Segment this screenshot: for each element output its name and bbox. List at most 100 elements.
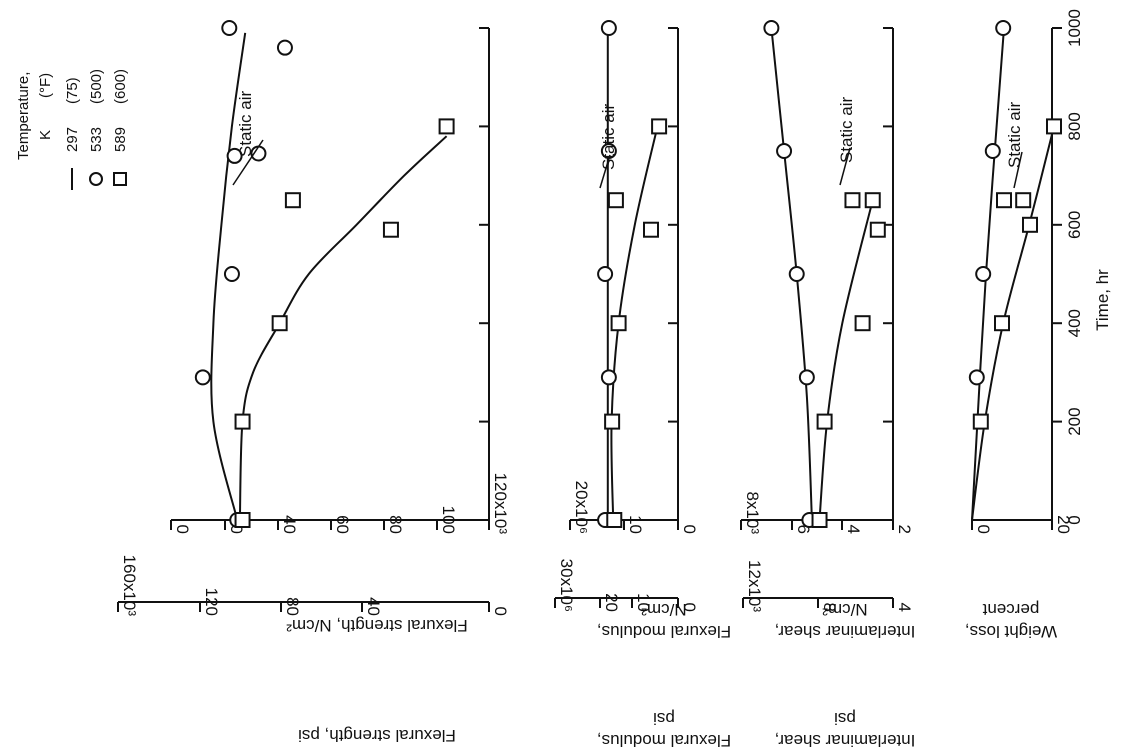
modulus-psi-tick-label-2: 10 xyxy=(634,593,653,612)
strength-value-tick-label-3: 60 xyxy=(333,515,352,534)
shear-square-point-1 xyxy=(816,413,833,430)
weight-square-point-2 xyxy=(1022,216,1038,233)
shear-psi-label-2: psi xyxy=(834,709,856,728)
modulus-psi-tick-label-0: 30x10⁶ xyxy=(557,559,576,612)
modulus-annotation: Static air xyxy=(599,104,618,170)
time-tick-label-1: 200 xyxy=(1065,407,1084,435)
strength-psi-tick-label-2: 80 xyxy=(283,597,302,616)
weight-annotation: Static air xyxy=(1005,102,1024,168)
modulus-square-point-5 xyxy=(651,118,668,135)
modulus-square-point-1 xyxy=(604,413,621,430)
legend: Temperature, K (°F) 297 (75) 533 (500) 5… xyxy=(15,69,129,190)
strength-circle-point-3 xyxy=(226,147,243,164)
legend-square-marker xyxy=(113,172,127,186)
strength-curve-0 xyxy=(210,32,247,521)
strength-psi-tick-label-3: 40 xyxy=(364,597,383,616)
strength-value-tick-label-6: 0 xyxy=(173,525,192,534)
shear-annotation-leader xyxy=(839,147,851,186)
shear-square-point-4 xyxy=(864,192,881,209)
strength-psi-tick-label-4: 0 xyxy=(491,607,510,616)
weight-circle-point-2 xyxy=(984,143,1001,159)
strength-square-point-5 xyxy=(438,118,455,135)
weight-square-point-4 xyxy=(1015,192,1032,209)
strength-circle-point-2 xyxy=(223,266,240,282)
modulus-psi-label-1: Flexural modulus, xyxy=(597,731,731,749)
modulus-psi-tick-label-3: 0 xyxy=(680,603,699,612)
strength-square-point-4 xyxy=(284,192,301,209)
primary-axis-labels: Flexural strength, N/cm² Flexural modulu… xyxy=(286,600,1057,641)
strength-annotation: Static air xyxy=(236,91,255,157)
shear-circle-point-2 xyxy=(788,266,805,282)
strength-curve-1 xyxy=(238,135,448,521)
strength-value-tick-label-2: 80 xyxy=(386,515,405,534)
weight-square-point-1 xyxy=(994,315,1010,332)
legend-circle-marker xyxy=(89,172,103,186)
legend-entry-k-2: 589 xyxy=(112,127,129,152)
shear-value-tick-label-1: 6 xyxy=(794,525,813,534)
shear-value-tick-label-0: 8x10³ xyxy=(743,491,762,534)
modulus-circle-point-2 xyxy=(597,266,614,282)
strength-square-point-0 xyxy=(234,512,251,528)
strength-value-tick-label-1: 100 xyxy=(439,506,458,534)
shear-si-label-1: Interlaminar shear, xyxy=(775,622,916,641)
strength-value-tick-label-4: 40 xyxy=(280,515,299,534)
legend-title-f: (°F) xyxy=(37,73,54,98)
time-axis-label: Time, hr xyxy=(1093,269,1112,331)
strength-square-point-3 xyxy=(382,221,399,238)
modulus-square-point-4 xyxy=(607,192,624,209)
modulus-si-label-1: Flexural modulus, xyxy=(597,622,731,641)
shear-curve-1 xyxy=(818,199,874,521)
strength-square-point-1 xyxy=(234,413,251,430)
modulus-value-tick-label-0: 20x10⁶ xyxy=(572,481,591,534)
time-tick-label-2: 400 xyxy=(1065,309,1084,337)
shear-psi-label-1: Interlaminar shear, xyxy=(775,731,916,749)
weight-square-point-3 xyxy=(996,192,1012,209)
modulus-circle-point-4 xyxy=(600,20,617,36)
time-axis-label-group: Time, hr xyxy=(1093,269,1112,331)
legend-title-k: K xyxy=(37,130,54,140)
modulus-square-point-0 xyxy=(606,512,623,528)
legend-title-line1: Temperature, xyxy=(15,72,32,160)
strength-circle-point-1 xyxy=(194,369,211,386)
weight-square-point-5 xyxy=(1046,118,1062,135)
modulus-psi-label-2: psi xyxy=(653,709,675,728)
modulus-annotation-leader xyxy=(599,154,611,189)
modulus-panel: 20x10⁶ 10 0 Static air xyxy=(569,20,699,534)
shear-circle-point-3 xyxy=(776,143,793,159)
strength-psi-label: Flexural strength, psi xyxy=(298,726,456,745)
legend-entry-k-1: 533 xyxy=(88,127,105,152)
strength-square-point-2 xyxy=(271,315,288,332)
shear-si-label-2: N/cm² xyxy=(822,600,868,619)
weight-square-point-0 xyxy=(972,413,989,430)
modulus-circle-point-1 xyxy=(600,369,617,386)
legend-entry-f-2: (600) xyxy=(112,69,129,104)
shear-value-tick-label-3: 2 xyxy=(895,525,914,534)
strength-si-label: Flexural strength, N/cm² xyxy=(286,616,468,635)
strength-circle-point-5 xyxy=(221,20,238,36)
modulus-value-tick-label-2: 0 xyxy=(680,525,699,534)
weight-curve-1 xyxy=(971,126,1055,521)
strength-circle-point-6 xyxy=(276,39,293,56)
time-tick-label-0: 0 xyxy=(1065,515,1084,524)
shear-square-point-3 xyxy=(869,221,886,238)
strength-psi-tick-label-1: 120 xyxy=(202,588,221,616)
weight-panel: 20 0 Static air xyxy=(968,20,1073,534)
modulus-psi-tick-label-1: 20 xyxy=(602,593,621,612)
weight-circle-point-0 xyxy=(968,369,985,386)
strength-annotation-leader xyxy=(232,139,264,186)
modulus-si-label-2: N/cm² xyxy=(641,600,687,619)
weight-value-tick-label-0: 20 xyxy=(1054,515,1073,534)
shear-psi-tick-label-0: 12x10³ xyxy=(745,560,764,612)
strength-psi-tick-label-0: 160x10³ xyxy=(120,555,139,617)
time-tick-label-3: 600 xyxy=(1065,211,1084,239)
strength-value-tick-label-0: 120x10³ xyxy=(491,473,510,535)
strength-panel: 120x10³100806040200Static air xyxy=(170,20,510,535)
shear-psi-tick-label-2: 4 xyxy=(895,603,914,612)
weight-circle-point-3 xyxy=(995,20,1012,36)
secondary-axis-labels: Flexural strength, psi Flexural modulus,… xyxy=(298,709,915,749)
shear-value-tick-label-2: 4 xyxy=(844,525,863,534)
weight-label-1: Weight loss, xyxy=(965,622,1057,641)
shear-circle-point-4 xyxy=(763,20,780,36)
shear-annotation: Static air xyxy=(837,97,856,163)
